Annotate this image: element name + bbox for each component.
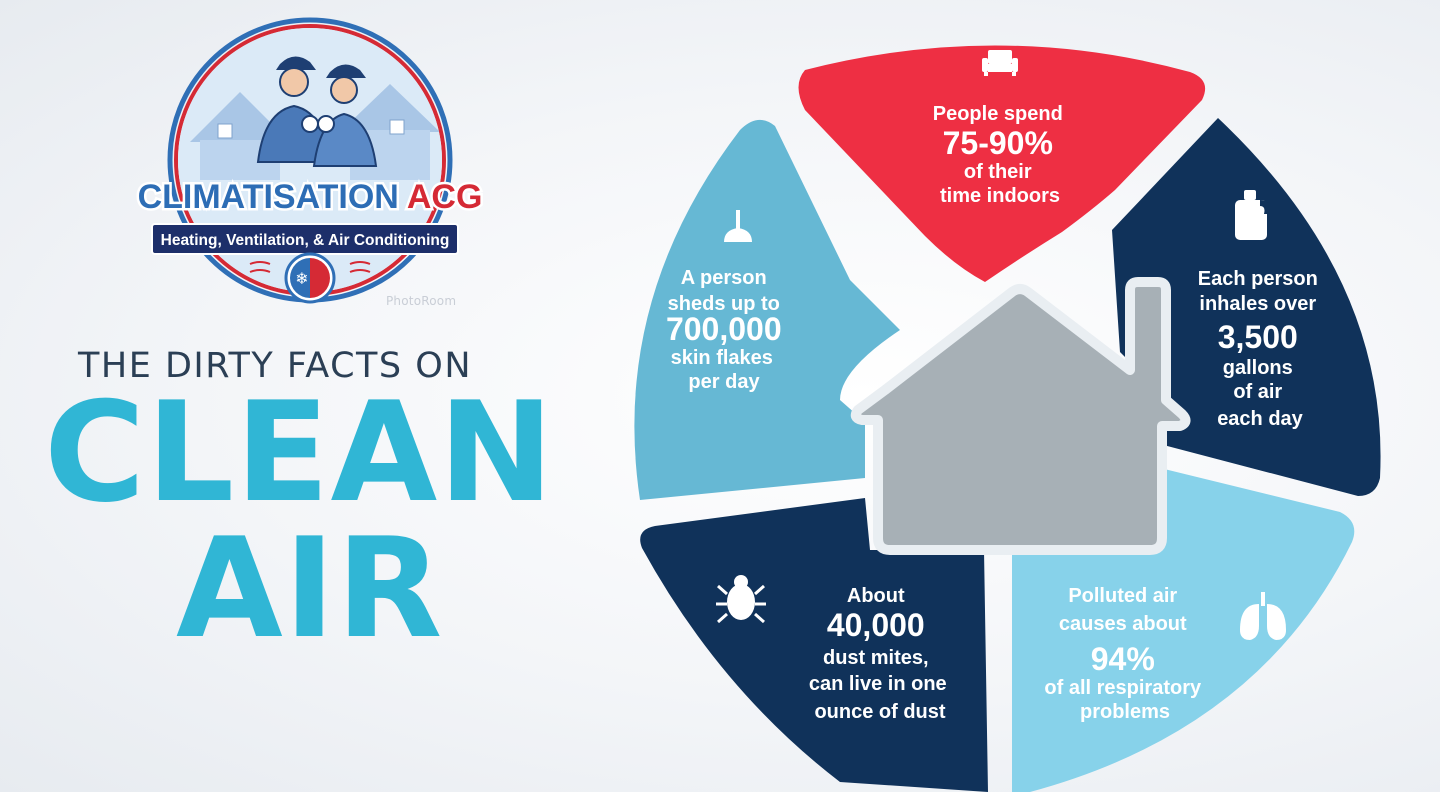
brand-name: CLIMATISATION ACG [138,178,483,216]
fact-text-air: Each person inhales over 3,500 gallons o… [1198,268,1323,430]
fact-text-skin: A person sheds up to 700,000 skin flakes… [666,267,786,393]
fact-text-mites: About 40,000 dust mites, can live in one… [809,585,951,723]
sofa-icon [982,50,1018,76]
fact-segment-air [1112,118,1381,496]
house-icon [850,277,1191,555]
fact-segment-skin [634,119,900,500]
lungs-icon [1240,592,1286,640]
headline-clean: CLEAN [44,372,555,533]
technicians-badge-icon [256,56,378,167]
headline-air: AIR [176,508,444,669]
hvac-badge-icon: ❄ [249,252,371,304]
jug-icon [1235,190,1271,240]
fact-text-indoors: People spend 75-90% of their time indoor… [933,103,1067,207]
fact-segment-mites [640,498,988,792]
svg-text:❄: ❄ [295,269,308,288]
company-logo: CLIMATISATION ACG Heating, Ventilation, &… [135,17,485,304]
photoroom-watermark: PhotoRoom [386,294,457,308]
fact-segment-indoors [798,45,1206,282]
bug-icon [716,575,766,624]
fact-segment-respiratory [1012,466,1355,792]
facts-wheel: People spend 75-90% of their time indoor… [634,45,1381,792]
headline-kicker: THE DIRTY FACTS ON [78,346,473,386]
fact-text-respiratory: Polluted air causes about 94% of all res… [1044,585,1205,723]
feather-duster-icon [724,210,752,242]
brand-tagline: Heating, Ventilation, & Air Conditioning [161,232,450,249]
